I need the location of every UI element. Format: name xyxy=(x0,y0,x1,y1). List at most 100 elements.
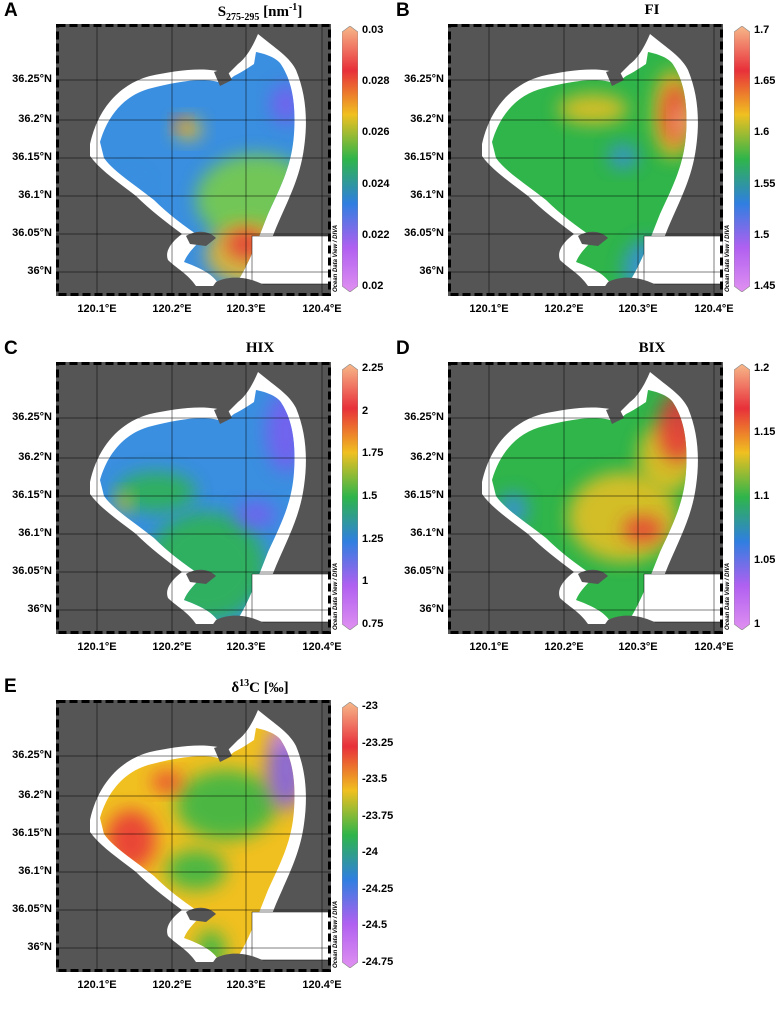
lat-label: 36°N xyxy=(27,265,52,277)
colorbar-tick-label: 1.55 xyxy=(754,177,776,190)
lat-label: 36.1°N xyxy=(18,189,52,201)
lat-label: 36.05°N xyxy=(404,565,444,577)
colorbar-tick-label: 1.65 xyxy=(754,75,776,88)
lat-label: 36.15°N xyxy=(12,151,52,163)
lat-label: 36.25°N xyxy=(12,749,52,761)
colorbar-tick-label: -23.5 xyxy=(362,773,388,786)
lon-label: 120.1°E xyxy=(77,979,117,991)
map-area xyxy=(56,700,331,972)
colorbar-tick-label: 0.75 xyxy=(362,618,384,630)
colorbar-tick-label: -24.5 xyxy=(362,919,388,932)
colorbar-tick-label: 1.75 xyxy=(362,447,384,460)
lat-label: 36.2°N xyxy=(410,451,444,463)
lat-label: 36.25°N xyxy=(404,411,444,423)
lon-label: 120.3°E xyxy=(226,979,266,991)
lat-label: 36.25°N xyxy=(12,73,52,85)
lon-label: 120.4°E xyxy=(302,303,342,315)
colorbar-tick-label: 1.45 xyxy=(754,280,776,292)
credit-text: Ocean Data View / DIVA xyxy=(725,224,731,292)
panel-d: D BIX 1.2 1.15 1.1 1.05 1 36.25°N 36.2°N 36.15… xyxy=(392,338,782,676)
lat-label: 36°N xyxy=(419,603,444,615)
colorbar-tick-label: 1.25 xyxy=(362,532,384,545)
lon-label: 120.3°E xyxy=(226,641,266,653)
lon-label: 120.1°E xyxy=(77,641,117,653)
lat-label: 36.2°N xyxy=(18,789,52,801)
lat-label: 36.15°N xyxy=(12,489,52,501)
colorbar xyxy=(734,364,750,630)
lat-label: 36.15°N xyxy=(404,151,444,163)
lat-label: 36.1°N xyxy=(18,865,52,877)
lon-label: 120.1°E xyxy=(469,641,509,653)
colorbar-tick-label: 1 xyxy=(754,618,761,630)
lat-label: 36.05°N xyxy=(404,227,444,239)
panel-title: S275-295 [nm-1] xyxy=(217,2,303,23)
colorbar-tick-label: 0.026 xyxy=(362,126,390,139)
lon-label: 120.2°E xyxy=(152,641,192,653)
lat-label: 36.2°N xyxy=(410,113,444,125)
panel-letter: E xyxy=(4,676,17,697)
lat-label: 36.1°N xyxy=(410,527,444,539)
panel-title: BIX xyxy=(638,340,666,356)
panel-title: FI xyxy=(644,2,660,18)
lon-label: 120.4°E xyxy=(302,979,342,991)
lon-label: 120.1°E xyxy=(469,303,509,315)
colorbar-tick-label: 0.02 xyxy=(362,280,384,292)
lat-label: 36.1°N xyxy=(410,189,444,201)
lat-label: 36°N xyxy=(27,603,52,615)
panel-title: δ13C [‰] xyxy=(231,678,289,696)
colorbar-tick-label: 0.024 xyxy=(362,177,390,190)
panel-letter: D xyxy=(396,338,410,359)
lon-label: 120.4°E xyxy=(302,641,342,653)
colorbar-tick-label: -23.25 xyxy=(362,736,394,749)
map-area xyxy=(56,362,331,634)
colorbar-tick-label: 2 xyxy=(362,404,369,417)
lon-label: 120.3°E xyxy=(618,641,658,653)
colorbar xyxy=(342,26,358,292)
panel-e: E δ13C [‰] -23 -23.25 -23.5 -23.75 -24 -24.25… xyxy=(0,676,394,1014)
colorbar-tick-label: 1.7 xyxy=(754,24,770,36)
map-area xyxy=(56,24,331,296)
colorbar xyxy=(342,364,358,630)
colorbar-tick-label: 1.2 xyxy=(754,362,770,374)
panel-c: C HIX 2.25 2 1.75 1.5 1.25 1 0.75 36.25°N 36.2°… xyxy=(0,338,390,676)
lon-label: 120.1°E xyxy=(77,303,117,315)
colorbar xyxy=(734,26,750,292)
lon-label: 120.2°E xyxy=(152,979,192,991)
colorbar-tick-label: -24.75 xyxy=(362,956,394,968)
lat-label: 36.05°N xyxy=(12,565,52,577)
credit-text: Ocean Data View / DIVA xyxy=(333,562,339,630)
lat-label: 36.25°N xyxy=(12,411,52,423)
panel-letter: A xyxy=(4,0,18,21)
colorbar-tick-label: 2.25 xyxy=(362,362,384,374)
map-area xyxy=(448,24,723,296)
colorbar-tick-label: 1.6 xyxy=(754,126,770,139)
lon-label: 120.2°E xyxy=(544,641,584,653)
colorbar-tick-label: 0.03 xyxy=(362,24,384,36)
lat-label: 36.25°N xyxy=(404,73,444,85)
panel-title: HIX xyxy=(245,340,275,356)
credit-text: Ocean Data View / DIVA xyxy=(725,562,731,630)
lon-label: 120.3°E xyxy=(618,303,658,315)
lat-label: 36.05°N xyxy=(12,903,52,915)
colorbar-tick-label: 1.15 xyxy=(754,426,776,438)
lat-label: 36°N xyxy=(419,265,444,277)
colorbar xyxy=(342,702,358,968)
credit-text: Ocean Data View / DIVA xyxy=(333,224,339,292)
panel-a: A S275-295 [nm-1] 0.03 0.028 0.026 0.024 0.0… xyxy=(0,0,390,338)
colorbar-tick-label: 1.5 xyxy=(362,490,378,502)
colorbar-tick-label: 0.022 xyxy=(362,228,390,241)
lon-label: 120.3°E xyxy=(226,303,266,315)
lon-label: 120.4°E xyxy=(694,303,734,315)
colorbar-tick-label: -24.25 xyxy=(362,882,394,895)
colorbar-tick-label: 1.05 xyxy=(754,554,776,566)
colorbar-tick-label: 0.028 xyxy=(362,75,390,88)
lat-label: 36.2°N xyxy=(18,451,52,463)
lon-label: 120.2°E xyxy=(152,303,192,315)
colorbar-tick-label: 1.5 xyxy=(754,228,770,241)
lat-label: 36.05°N xyxy=(12,227,52,239)
lon-label: 120.2°E xyxy=(544,303,584,315)
map-area xyxy=(448,362,723,634)
lon-label: 120.4°E xyxy=(694,641,734,653)
panel-b: B FI 1.7 1.65 1.6 1.55 1.5 1.45 36.25°N 36.2°N… xyxy=(392,0,782,338)
lat-label: 36.15°N xyxy=(12,827,52,839)
